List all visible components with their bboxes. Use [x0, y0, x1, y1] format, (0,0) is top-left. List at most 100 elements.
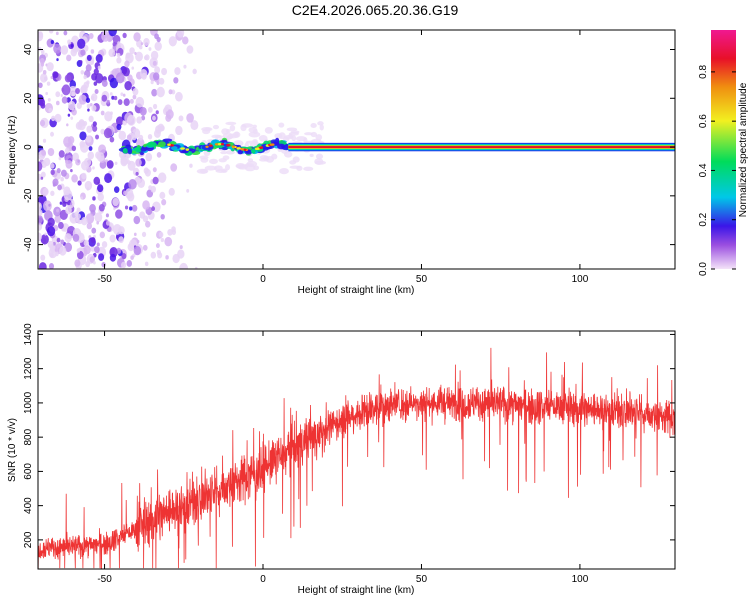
noise-blob [60, 239, 65, 245]
noise-blob [109, 253, 117, 262]
noise-blob [38, 161, 43, 172]
noise-blob [65, 159, 69, 164]
noise-blob [98, 144, 107, 155]
noise-blob [96, 221, 100, 225]
noise-blob [194, 266, 198, 269]
noise-blob [89, 204, 96, 213]
noise-blob [151, 206, 156, 212]
noise-blob [118, 226, 125, 235]
noise-blob [155, 110, 159, 115]
noise-blob [52, 71, 58, 79]
noise-blob [168, 187, 175, 196]
noise-blob [77, 38, 86, 49]
colorbar: 0.0 0.2 0.4 0.6 0.8 Normalized spectral ampl… [698, 30, 749, 276]
signal-peak [226, 144, 231, 147]
noise-blob [39, 119, 46, 127]
noise-haze [224, 164, 231, 171]
noise-blob [157, 172, 167, 183]
noise-blob [63, 30, 68, 36]
noise-blob [61, 96, 68, 104]
noise-blob [86, 222, 93, 230]
noise-blob [88, 33, 94, 39]
snr-y-tick-label: 1200 [23, 357, 34, 380]
noise-blob [55, 31, 59, 36]
noise-blob [93, 81, 98, 86]
noise-blob [158, 77, 165, 85]
noise-blob [70, 169, 73, 173]
noise-blob [154, 66, 161, 74]
signal-peak [167, 143, 171, 146]
noise-blob [74, 259, 81, 267]
noise-blob [43, 157, 51, 167]
noise-blob [40, 176, 44, 180]
noise-blob [129, 206, 133, 211]
spectrogram-x-tick-label: 0 [260, 274, 266, 285]
noise-blob [56, 208, 60, 213]
noise-blob [90, 237, 96, 243]
noise-blob [154, 41, 162, 51]
noise-blob [97, 184, 104, 193]
noise-blob [38, 232, 42, 242]
noise-blob [76, 207, 81, 213]
noise-blob [175, 125, 183, 136]
noise-blob [71, 145, 77, 152]
noise-blob [47, 97, 51, 102]
noise-blob [79, 140, 85, 148]
noise-blob [59, 201, 63, 205]
noise-blob [86, 125, 93, 133]
noise-haze [274, 133, 283, 139]
noise-blob [56, 58, 59, 62]
noise-blob [123, 98, 130, 106]
noise-blob [63, 136, 72, 148]
noise-blob [152, 60, 157, 66]
noise-haze [202, 128, 211, 135]
noise-blob [179, 262, 188, 269]
noise-blob [135, 51, 143, 62]
noise-haze [303, 166, 314, 171]
noise-haze [241, 123, 254, 128]
colorbar-tick-label: 0.8 [698, 64, 709, 78]
noise-blob [38, 82, 43, 89]
noise-blob [124, 60, 130, 68]
noise-blob [60, 45, 69, 55]
noise-blob [136, 116, 143, 124]
noise-blob [118, 130, 127, 141]
noise-blob [116, 123, 122, 131]
noise-blob [83, 74, 87, 80]
noise-blob [48, 203, 51, 207]
noise-blob [117, 99, 123, 105]
noise-blob [90, 49, 95, 54]
noise-blob [148, 185, 153, 191]
noise-blob [151, 88, 158, 97]
noise-blob [58, 156, 62, 161]
noise-blob [86, 54, 92, 62]
noise-blob [95, 134, 100, 140]
noise-blob [120, 157, 128, 167]
noise-haze [258, 158, 268, 162]
noise-blob [60, 169, 67, 177]
noise-blob [55, 91, 61, 98]
noise-blob [127, 242, 135, 252]
noise-blob [75, 121, 83, 130]
noise-blob [142, 200, 150, 210]
noise-blob [143, 37, 150, 46]
noise-blob [113, 95, 118, 101]
noise-blob [71, 174, 78, 183]
noise-blob [116, 116, 124, 126]
noise-haze [220, 150, 228, 155]
noise-blob [124, 205, 129, 210]
noise-haze [212, 124, 220, 130]
noise-blob [189, 163, 193, 168]
noise-blob [47, 147, 55, 157]
noise-blob [40, 102, 46, 109]
colorbar-ticks: 0.0 0.2 0.4 0.6 0.8 [698, 64, 736, 276]
noise-blob [59, 246, 67, 256]
noise-blob [139, 211, 146, 219]
noise-blob [150, 50, 159, 61]
noise-blob [64, 242, 73, 253]
page-title: C2E4.2026.065.20.36.G19 [291, 2, 459, 18]
noise-blob [60, 176, 64, 182]
noise-blob [85, 97, 91, 103]
noise-blob [144, 261, 149, 267]
noise-haze [258, 135, 268, 142]
